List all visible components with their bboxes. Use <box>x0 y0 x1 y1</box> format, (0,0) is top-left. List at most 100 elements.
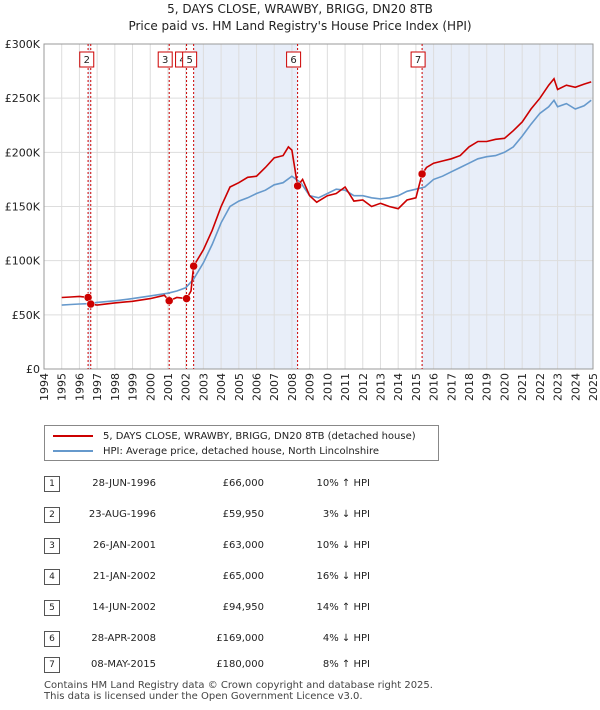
sale-marker <box>293 181 302 191</box>
sale-row: 6 28-APR-2008 £169,000 4% ↓ HPI <box>0 629 600 649</box>
x-tick-label: 2009 <box>304 373 317 401</box>
sale-date: 14-JUN-2002 <box>92 602 156 613</box>
chart-legend: 5, DAYS CLOSE, WRAWBY, BRIGG, DN20 8TB (… <box>44 425 439 461</box>
sale-date: 26-JAN-2001 <box>92 540 156 551</box>
y-tick-label: £300K <box>5 38 41 51</box>
sale-number: 5 <box>44 600 60 616</box>
sale-marker <box>86 299 96 309</box>
x-tick-label: 1995 <box>56 373 69 401</box>
x-tick-label: 1999 <box>127 373 140 401</box>
sale-number: 3 <box>44 538 60 554</box>
sale-number: 7 <box>44 657 60 673</box>
legend-item-hpi: HPI: Average price, detached house, Nort… <box>53 444 379 458</box>
x-tick-label: 2006 <box>251 373 264 401</box>
sale-hpi-diff: 8% ↑ HPI <box>322 659 370 670</box>
x-tick-label: 2025 <box>587 373 600 401</box>
price-chart: £0 £50K £100K £150K £200K £250K £300K 1994 1995 1… <box>5 38 600 401</box>
legend-label-hpi: HPI: Average price, detached house, Nort… <box>103 445 380 457</box>
x-tick-label: 2004 <box>215 373 228 401</box>
sale-hpi-diff: 3% ↓ HPI <box>322 509 370 520</box>
x-tick-label: 2013 <box>374 373 387 401</box>
sale-hpi-diff: 4% ↓ HPI <box>322 633 370 644</box>
y-tick-label: £250K <box>5 92 41 105</box>
sale-row: 3 26-JAN-2001 £63,000 10% ↓ HPI <box>0 536 600 556</box>
sale-price: £59,950 <box>222 509 264 520</box>
x-tick-label: 2021 <box>516 373 529 401</box>
x-tick-label: 2015 <box>410 373 423 401</box>
x-tick-label: 2011 <box>339 373 352 401</box>
sale-number: 6 <box>44 631 60 647</box>
x-tick-label: 2002 <box>180 373 193 401</box>
x-tick-label: 1997 <box>91 373 104 401</box>
x-tick-label: 1996 <box>73 373 86 401</box>
sale-date: 23-AUG-1996 <box>88 509 156 520</box>
x-tick-label: 2000 <box>144 373 157 401</box>
y-tick-label: £50K <box>12 309 41 322</box>
legend-label-property: 5, DAYS CLOSE, WRAWBY, BRIGG, DN20 8TB (… <box>103 430 416 442</box>
sale-marker <box>182 294 191 303</box>
footer-line-1: Contains HM Land Registry data © Crown c… <box>44 680 433 691</box>
x-tick-label: 2023 <box>552 373 565 401</box>
sale-marker <box>164 296 174 305</box>
sale-number-label: 6 <box>290 55 296 66</box>
chart-title: 5, DAYS CLOSE, WRAWBY, BRIGG, DN20 8TB <box>167 2 433 16</box>
x-tick-label: 2012 <box>357 373 370 401</box>
sale-number-label: 5 <box>186 55 192 66</box>
sale-number-box <box>410 51 426 68</box>
sale-number-box <box>79 51 95 68</box>
sale-date: 28-APR-2008 <box>91 633 156 644</box>
sale-number-box <box>182 51 198 68</box>
sale-price: £94,950 <box>222 602 264 613</box>
chart-subtitle: Price paid vs. HM Land Registry's House … <box>128 19 472 33</box>
sale-price: £65,000 <box>222 571 264 582</box>
x-tick-label: 2008 <box>286 373 299 401</box>
sale-number: 2 <box>44 507 60 523</box>
sale-hpi-diff: 10% ↓ HPI <box>316 540 370 551</box>
sale-number-box <box>286 51 302 68</box>
sale-date: 08-MAY-2015 <box>90 659 156 670</box>
x-tick-label: 2016 <box>428 373 441 401</box>
sale-number: 4 <box>44 569 60 585</box>
sale-hpi-diff: 10% ↑ HPI <box>316 478 370 489</box>
sale-row: 4 21-JAN-2002 £65,000 16% ↓ HPI <box>0 567 600 587</box>
sale-hpi-diff: 14% ↑ HPI <box>316 602 370 613</box>
x-tick-label: 2024 <box>569 373 582 401</box>
legend-swatch-hpi <box>53 450 93 452</box>
y-tick-label: £150K <box>5 201 41 214</box>
x-tick-label: 2019 <box>481 373 494 401</box>
footer-credits: Contains HM Land Registry data © Crown c… <box>44 680 433 702</box>
x-tick-label: 2005 <box>233 373 246 401</box>
sale-number-label: 3 <box>162 55 168 66</box>
x-tick-label: 2022 <box>534 373 547 401</box>
x-tick-label: 2001 <box>162 373 175 401</box>
y-tick-label: £100K <box>5 255 41 268</box>
sale-marker <box>417 169 427 179</box>
sale-date: 21-JAN-2002 <box>92 571 156 582</box>
sale-number-label: 2 <box>84 55 90 66</box>
x-tick-label: 2020 <box>498 373 511 401</box>
y-tick-label: £200K <box>5 146 41 159</box>
sale-row: 7 08-MAY-2015 £180,000 8% ↑ HPI <box>0 655 600 675</box>
sale-number-label: 7 <box>415 55 421 66</box>
x-tick-label: 2003 <box>197 373 210 401</box>
x-tick-label: 2007 <box>268 373 281 401</box>
sale-price: £66,000 <box>222 478 264 489</box>
sale-number-box <box>157 51 173 68</box>
legend-item-property: 5, DAYS CLOSE, WRAWBY, BRIGG, DN20 8TB (… <box>53 429 416 443</box>
y-tick-label: £0 <box>26 363 40 376</box>
x-tick-label: 2018 <box>463 373 476 401</box>
x-tick-label: 1998 <box>109 373 122 401</box>
x-tick-label: 2010 <box>321 373 334 401</box>
footer-line-2: This data is licensed under the Open Gov… <box>44 691 363 702</box>
sale-date: 28-JUN-1996 <box>92 478 156 489</box>
x-tick-label: 1994 <box>38 373 51 401</box>
sale-price: £180,000 <box>216 659 264 670</box>
legend-swatch-property <box>53 435 93 437</box>
sale-marker <box>189 261 198 271</box>
sale-price: £63,000 <box>222 540 264 551</box>
x-tick-label: 2017 <box>445 373 458 401</box>
sale-row: 5 14-JUN-2002 £94,950 14% ↑ HPI <box>0 598 600 618</box>
sale-row: 1 28-JUN-1996 £66,000 10% ↑ HPI <box>0 474 600 494</box>
sale-row: 2 23-AUG-1996 £59,950 3% ↓ HPI <box>0 505 600 525</box>
plot-frame <box>43 43 594 370</box>
